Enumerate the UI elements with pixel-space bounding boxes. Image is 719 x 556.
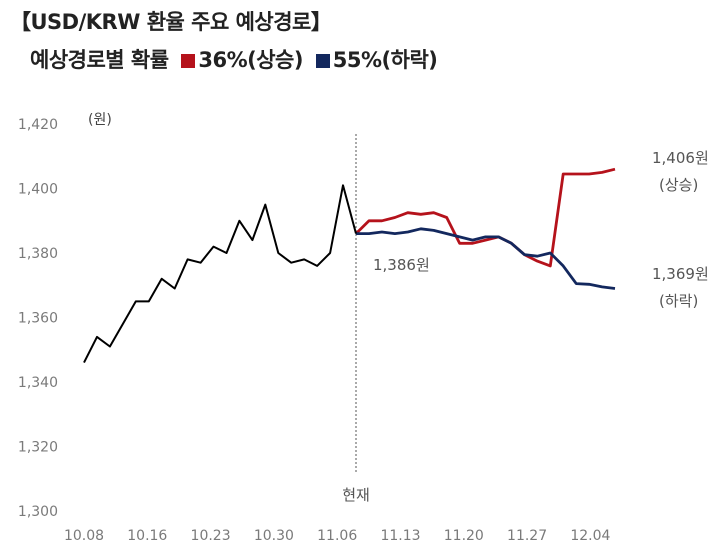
- x-tick-label: 10.16: [127, 528, 167, 544]
- y-tick-label: 1,420: [18, 117, 58, 133]
- x-tick-label: 10.08: [64, 528, 104, 544]
- chart-title: 【USD/KRW 환율 주요 예상경로】: [10, 10, 332, 34]
- y-axis-unit: (원): [88, 112, 112, 128]
- x-tick-label: 10.23: [191, 528, 231, 544]
- series-line-history: [83, 184, 357, 364]
- y-axis-labels: 1,300 1,320 1,340 1,360 1,380 1,400 1,420: [18, 117, 58, 520]
- down-end-value-label: 1,369원: [652, 265, 709, 283]
- y-tick-label: 1,300: [18, 504, 58, 520]
- current-marker-label: 현재: [342, 486, 370, 504]
- y-tick-label: 1,380: [18, 246, 58, 262]
- series-line-down: [356, 227, 616, 290]
- legend-down-label: 55%(하락): [332, 48, 438, 72]
- y-tick-label: 1,340: [18, 375, 58, 391]
- y-tick-label: 1,360: [18, 311, 58, 327]
- x-tick-label: 10.30: [254, 528, 294, 544]
- legend-down-swatch: [315, 54, 330, 68]
- subtitle-prefix: 예상경로별 확률: [30, 48, 169, 72]
- current-value-label: 1,386원: [373, 256, 430, 274]
- legend-up-swatch: [181, 54, 196, 68]
- up-end-value-label: 1,406원: [652, 149, 709, 167]
- x-tick-label: 11.20: [444, 528, 484, 544]
- series-line-up: [355, 167, 616, 268]
- down-end-tag-label: (하락): [659, 292, 698, 310]
- x-tick-label: 11.06: [317, 528, 357, 544]
- x-tick-label: 12.04: [570, 528, 610, 544]
- x-tick-label: 11.13: [380, 528, 420, 544]
- x-tick-label: 11.27: [507, 528, 547, 544]
- up-end-tag-label: (상승): [659, 176, 698, 194]
- chart-subtitle: 예상경로별 확률 36%(상승) 55%(하락): [30, 44, 438, 74]
- series-lines: [83, 167, 616, 364]
- x-axis-labels: 10.08 10.16 10.23 10.30 11.06 11.13 11.20 11.27…: [64, 528, 611, 544]
- y-tick-label: 1,400: [18, 182, 58, 198]
- y-tick-label: 1,320: [18, 440, 58, 456]
- legend-up-label: 36%(상승): [198, 48, 303, 72]
